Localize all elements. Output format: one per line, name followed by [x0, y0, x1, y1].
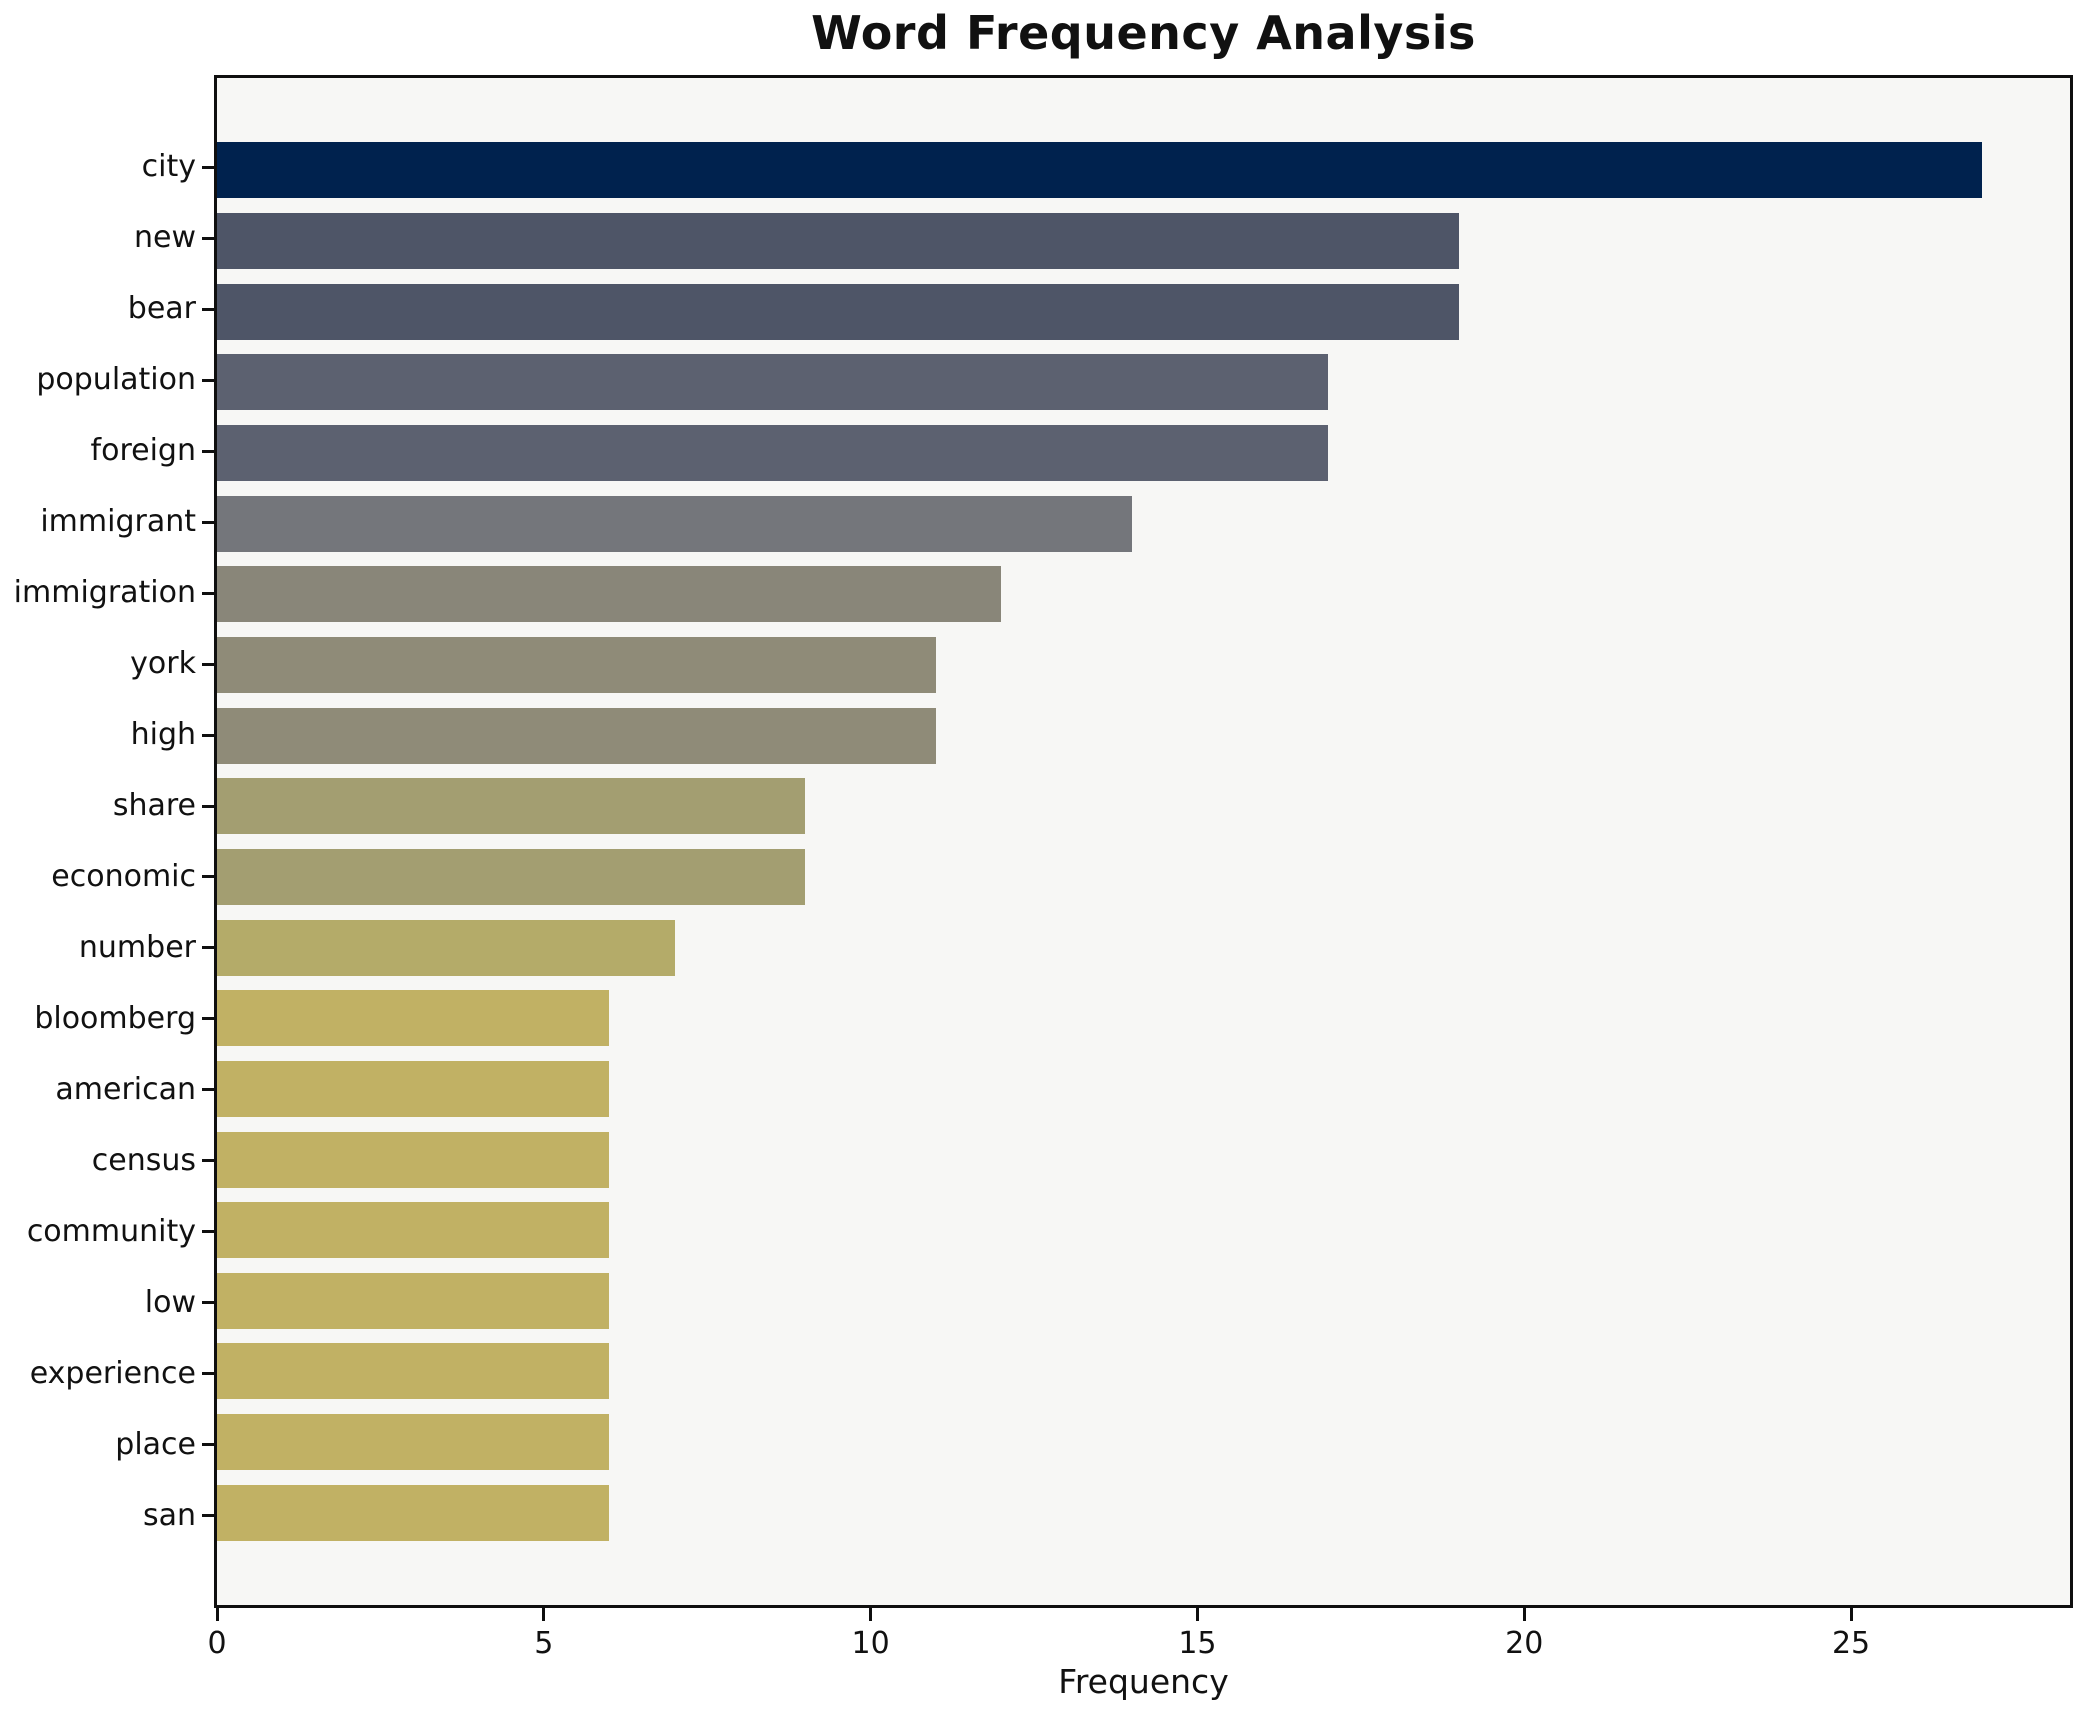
bar-york	[217, 636, 936, 693]
bar-row-high	[217, 700, 2070, 771]
x-tick-label-0: 0	[207, 1626, 227, 1661]
bar-american	[217, 1060, 610, 1117]
y-tick-label-place: place	[115, 1426, 196, 1462]
bar-bear	[217, 283, 1459, 340]
y-tick-mark	[202, 378, 214, 382]
bar-row-city	[217, 135, 2070, 206]
y-tick-label-bear: bear	[127, 291, 196, 327]
bar-new	[217, 212, 1459, 269]
y-tick-mark	[202, 733, 214, 737]
y-tick-label-census: census	[91, 1142, 196, 1178]
plot-area	[214, 75, 2073, 1608]
bar-row-american	[217, 1054, 2070, 1125]
bars-container	[217, 78, 2070, 1605]
y-tick-label-community: community	[26, 1213, 196, 1249]
x-tick-mark	[869, 1608, 873, 1621]
bar-row-share	[217, 771, 2070, 842]
y-tick-mark	[202, 1159, 214, 1163]
bar-row-bloomberg	[217, 983, 2070, 1054]
y-tick-label-experience: experience	[29, 1355, 196, 1391]
x-tick-mark	[1522, 1608, 1526, 1621]
bar-immigration	[217, 566, 1002, 623]
y-tick-mark	[202, 875, 214, 879]
y-tick-mark	[202, 1301, 214, 1305]
bar-row-economic	[217, 842, 2070, 913]
y-tick-label-share: share	[112, 788, 196, 824]
bar-row-foreign	[217, 418, 2070, 489]
x-tick-label-20: 20	[1505, 1626, 1544, 1661]
x-tick-label-15: 15	[1178, 1626, 1217, 1661]
bar-row-number	[217, 912, 2070, 983]
bar-bloomberg	[217, 990, 610, 1047]
bar-number	[217, 919, 675, 976]
x-tick-label-25: 25	[1831, 1626, 1871, 1661]
y-tick-mark	[202, 1372, 214, 1376]
y-tick-mark	[202, 1443, 214, 1447]
y-tick-mark	[202, 307, 214, 311]
y-tick-mark	[202, 591, 214, 595]
bar-row-population	[217, 347, 2070, 418]
bar-san	[217, 1484, 610, 1541]
bar-row-place	[217, 1407, 2070, 1478]
y-tick-label-economic: economic	[51, 858, 196, 894]
bar-row-new	[217, 206, 2070, 277]
y-tick-mark	[202, 520, 214, 524]
y-tick-label-immigration: immigration	[13, 575, 196, 611]
y-tick-label-york: york	[130, 646, 196, 682]
y-tick-label-immigrant: immigrant	[40, 504, 196, 540]
x-tick-label-10: 10	[851, 1626, 890, 1661]
bar-foreign	[217, 424, 1329, 481]
bar-row-community	[217, 1195, 2070, 1266]
x-tick-mark	[1195, 1608, 1199, 1621]
y-tick-label-foreign: foreign	[90, 433, 196, 469]
bar-row-bear	[217, 276, 2070, 347]
bar-share	[217, 778, 806, 835]
bar-row-census	[217, 1124, 2070, 1195]
bar-row-immigrant	[217, 488, 2070, 559]
y-tick-mark	[202, 1017, 214, 1021]
y-tick-label-number: number	[78, 929, 196, 965]
x-tick-mark	[215, 1608, 219, 1621]
y-tick-label-american: american	[55, 1071, 196, 1107]
bar-economic	[217, 848, 806, 905]
bar-row-york	[217, 630, 2070, 701]
y-tick-label-low: low	[144, 1284, 196, 1320]
y-tick-mark	[202, 165, 214, 169]
bar-row-san	[217, 1477, 2070, 1548]
y-tick-mark	[202, 236, 214, 240]
chart-title: Word Frequency Analysis	[811, 6, 1476, 60]
bar-row-low	[217, 1266, 2070, 1337]
bar-community	[217, 1202, 610, 1259]
bar-low	[217, 1272, 610, 1329]
y-tick-label-high: high	[130, 717, 196, 753]
y-tick-label-new: new	[133, 220, 196, 256]
y-tick-label-bloomberg: bloomberg	[34, 1000, 196, 1036]
bar-high	[217, 707, 936, 764]
bar-city	[217, 142, 1982, 199]
y-tick-mark	[202, 946, 214, 950]
y-tick-label-city: city	[141, 149, 196, 185]
y-tick-mark	[202, 804, 214, 808]
x-tick-mark	[542, 1608, 546, 1621]
bar-population	[217, 354, 1329, 411]
bar-row-experience	[217, 1336, 2070, 1407]
y-tick-label-population: population	[36, 362, 196, 398]
x-tick-label-5: 5	[534, 1626, 554, 1661]
y-tick-mark	[202, 1514, 214, 1518]
x-tick-mark	[1849, 1608, 1853, 1621]
y-tick-mark	[202, 1088, 214, 1092]
bar-census	[217, 1131, 610, 1188]
y-tick-mark	[202, 662, 214, 666]
y-tick-mark	[202, 449, 214, 453]
bar-row-immigration	[217, 559, 2070, 630]
bar-immigrant	[217, 495, 1133, 552]
y-tick-mark	[202, 1230, 214, 1234]
bar-experience	[217, 1343, 610, 1400]
y-tick-label-san: san	[142, 1497, 196, 1533]
bar-place	[217, 1414, 610, 1471]
x-axis-title: Frequency	[1058, 1662, 1229, 1701]
